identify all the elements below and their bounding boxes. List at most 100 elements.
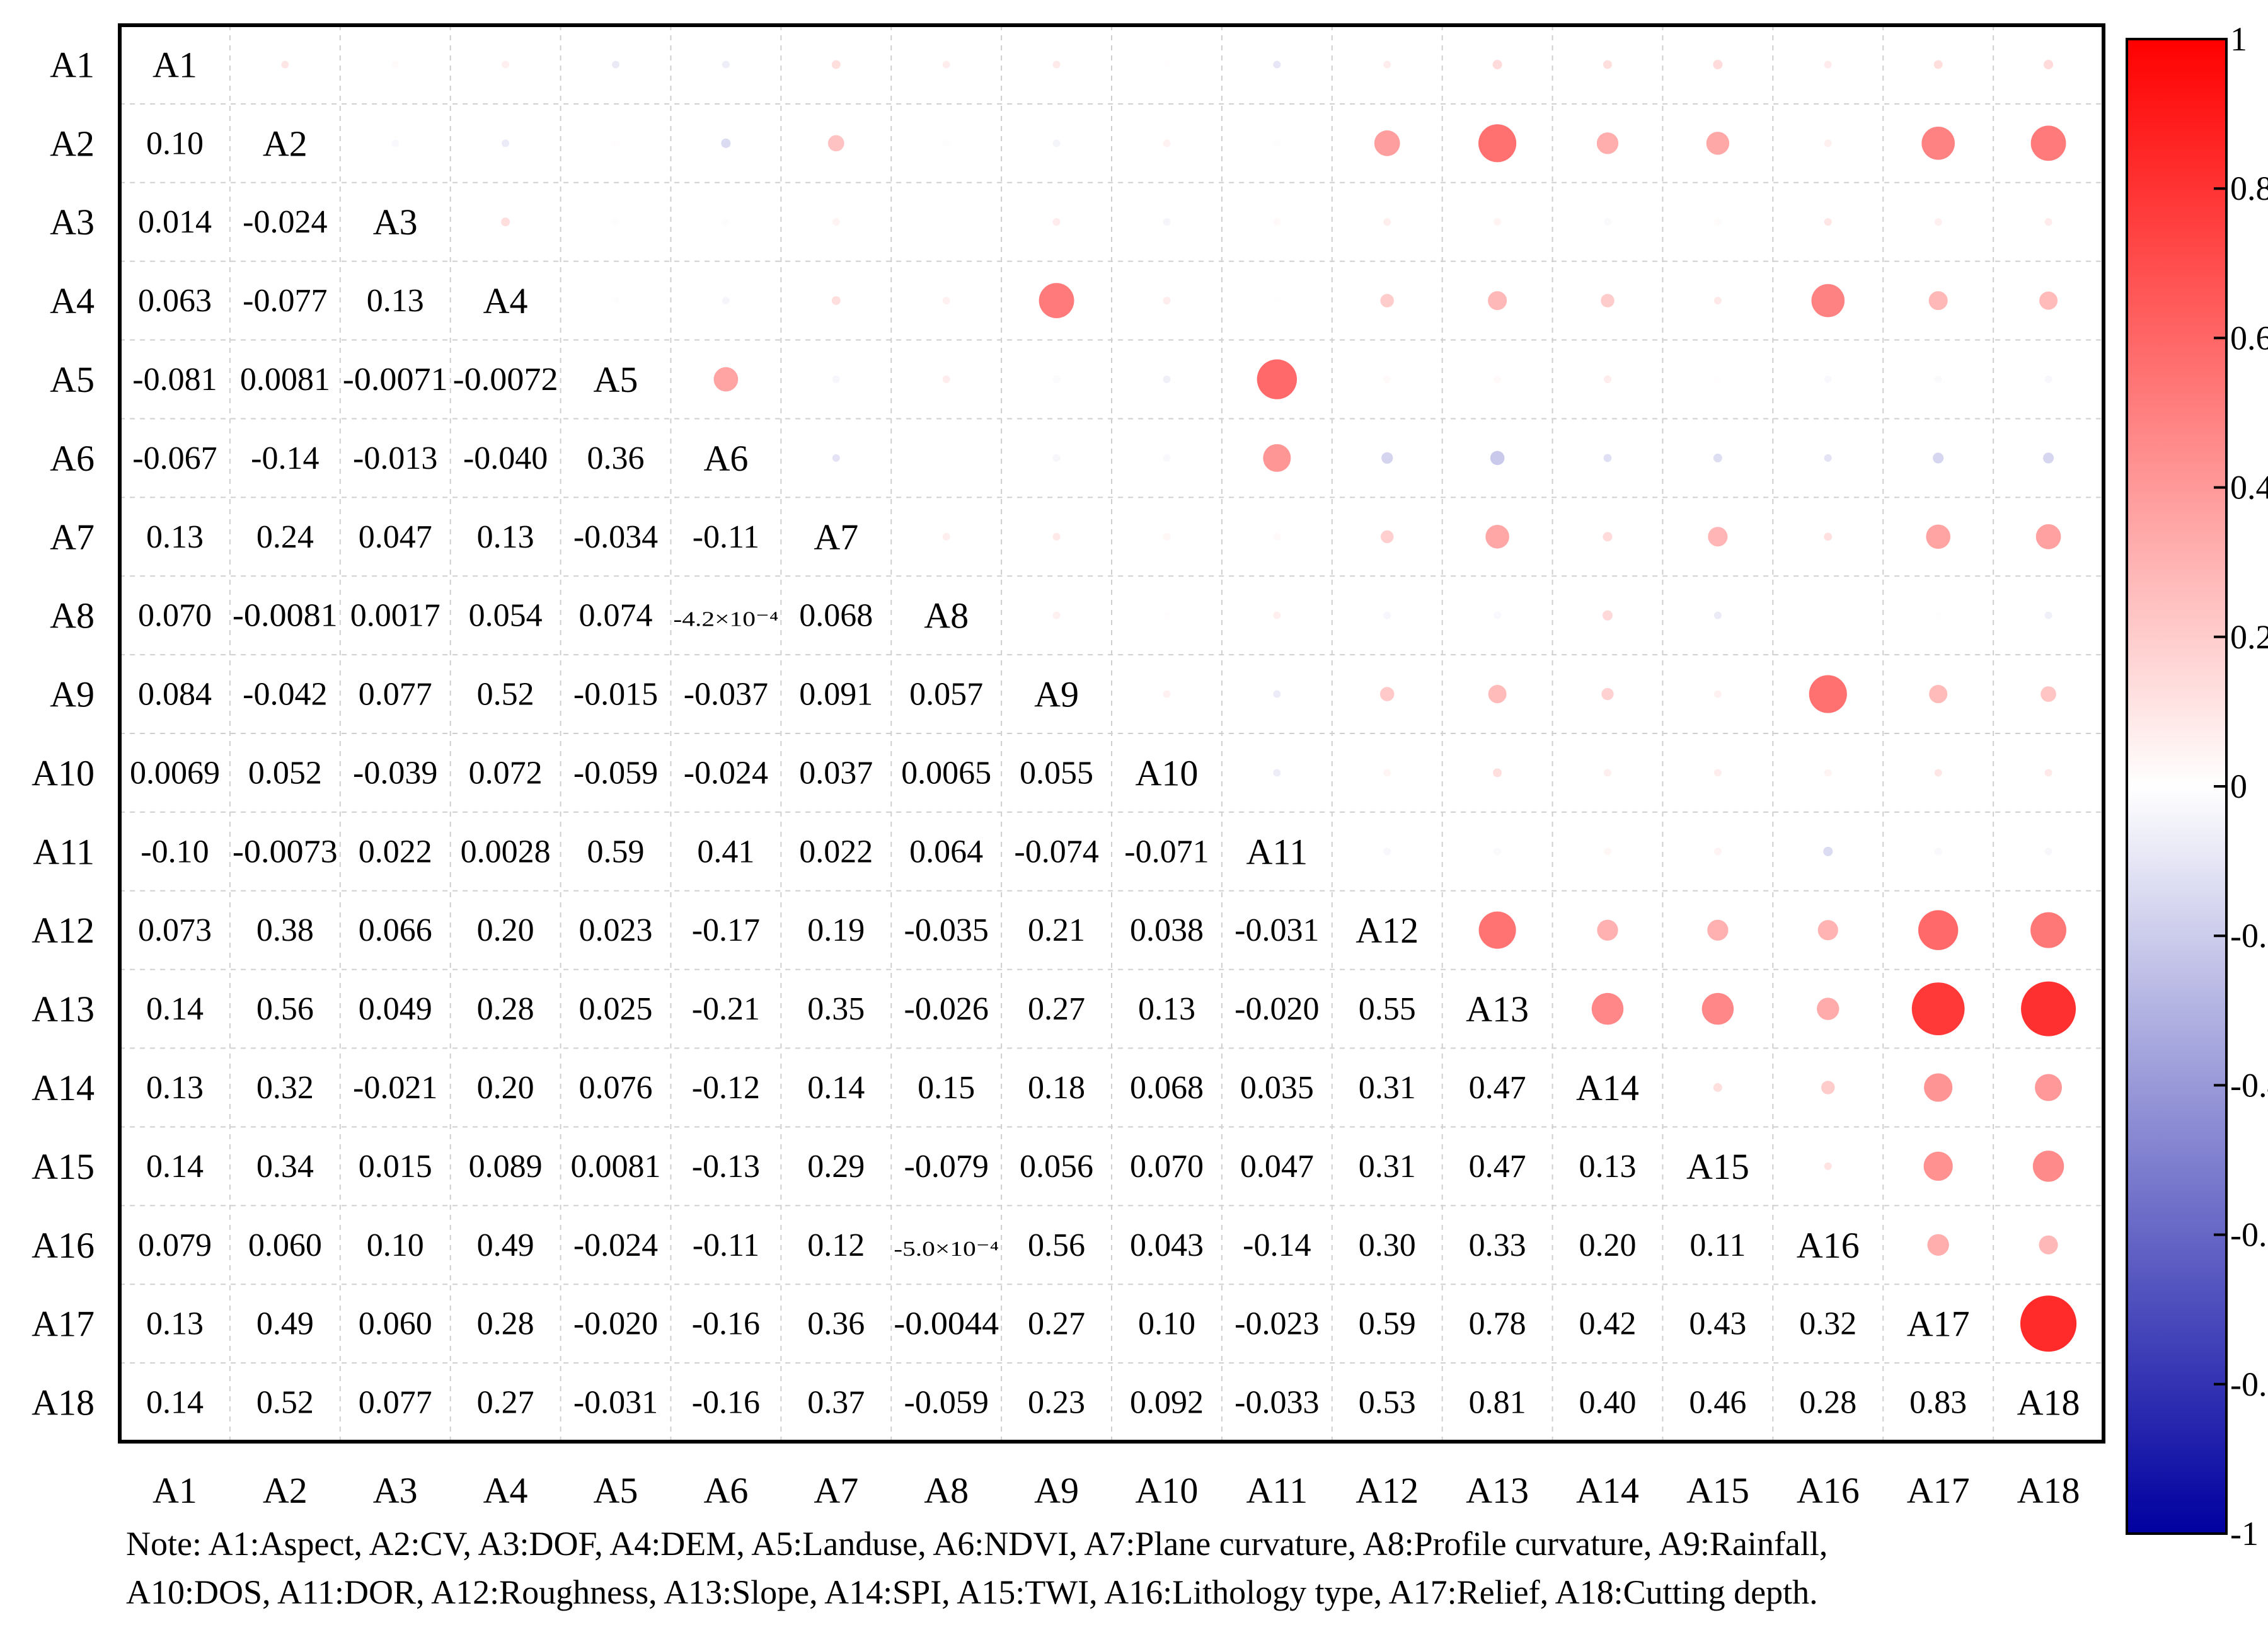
correlation-value: 0.066 [359,912,432,948]
correlation-circle [1381,530,1394,543]
correlation-circle [1934,376,1942,383]
correlation-circle [1707,919,1729,941]
correlation-value: -0.059 [573,755,658,791]
correlation-value: 0.022 [799,834,873,870]
correlation-value: 0.33 [1469,1227,1526,1263]
correlation-value: -0.14 [251,440,319,476]
colorbar: 1 0.8 0.6 0.4 0.2 0 -0.2 -0.4 -0.6 -0.8 -1 [2126,20,2268,1553]
correlation-circle [1927,1234,1949,1256]
correlation-value: -0.16 [692,1306,760,1342]
correlation-value: 0.19 [807,912,865,948]
correlation-circle [1934,847,1942,856]
correlation-value: 0.091 [799,677,873,713]
correlation-value: 0.20 [477,1070,534,1106]
correlation-value: 0.46 [1689,1385,1746,1421]
x-axis-tick-label: A7 [814,1470,858,1511]
correlation-value: 0.076 [579,1070,653,1106]
correlation-circle [1052,532,1061,541]
x-axis-tick-label: A14 [1576,1470,1639,1511]
colorbar-tick-label: -0.2 [2230,917,2268,955]
correlation-value: 0.32 [1799,1306,1856,1342]
correlation-circle [1713,769,1722,777]
correlation-value: 0.49 [477,1227,534,1263]
correlation-circle [1713,59,1723,69]
correlation-value: -0.21 [692,991,760,1027]
colorbar-tick-label: 0.2 [2230,618,2268,656]
correlation-value: -0.067 [132,440,217,476]
correlation-circle [1163,60,1171,69]
correlation-circle [1052,218,1061,226]
correlation-circle [502,60,510,69]
correlation-value: 0.49 [256,1306,314,1342]
correlation-circle [1273,532,1281,541]
correlation-value: -0.0081 [233,598,338,634]
correlation-value: -0.059 [904,1385,989,1421]
correlation-circle [281,60,289,69]
correlation-circle [2041,686,2056,702]
correlation-circle [1163,218,1171,226]
correlation-circle [1374,130,1400,156]
correlation-circle [1478,911,1516,949]
diagonal-label: A17 [1907,1304,1970,1345]
correlation-value: 0.084 [138,677,212,713]
correlation-circle [2035,1074,2063,1101]
correlation-circle [1273,297,1281,305]
correlation-circle [1485,524,1509,549]
correlation-value: 0.52 [477,677,534,713]
correlation-value: 0.59 [587,834,645,870]
x-axis-tick-label: A11 [1246,1470,1308,1511]
correlation-value: -0.023 [1235,1306,1319,1342]
y-axis-tick-label: A9 [50,674,95,715]
correlation-circle [2030,125,2066,161]
y-axis-tick-label: A7 [50,517,95,558]
correlation-circle [832,454,840,462]
correlation-circle [1934,769,1942,777]
correlation-value: 0.054 [469,598,543,634]
correlation-value: 0.015 [359,1149,432,1185]
correlation-value: -5.0×10⁻⁴ [894,1237,999,1261]
correlation-value: 0.092 [1130,1385,1204,1421]
correlation-circle [1824,376,1832,383]
correlation-value: 0.12 [807,1227,865,1263]
colorbar-tick-label: -0.4 [2230,1066,2268,1104]
correlation-circle [391,60,400,69]
correlation-circle [2044,376,2052,383]
correlation-circle [1713,1083,1722,1092]
correlation-value: 0.049 [359,991,432,1027]
correlation-circle [1602,610,1613,621]
correlation-value: 0.074 [579,598,653,634]
y-axis-tick-label: A13 [32,989,95,1030]
correlation-circle [827,135,844,152]
correlation-circle [1492,59,1502,69]
correlation-circle [1163,611,1171,619]
correlation-circle [942,532,950,541]
correlation-circle [1824,454,1832,462]
y-axis-tick-label: A12 [32,910,95,951]
diagonal-label: A10 [1135,752,1198,793]
correlation-value: 0.83 [1909,1385,1967,1421]
correlation-circle [1273,611,1281,619]
correlation-value: 0.077 [359,1385,432,1421]
correlation-circle [1263,444,1291,472]
x-axis-tick-label: A3 [373,1470,418,1511]
diagonal-label: A12 [1356,910,1419,951]
correlation-value: 0.10 [367,1227,424,1263]
correlation-value: -0.12 [692,1070,760,1106]
correlation-circle [1701,992,1734,1025]
correlation-circle [1381,452,1393,464]
correlation-circle [1809,675,1847,713]
diagonal-label: A14 [1576,1067,1639,1108]
footnote-line-2: A10:DOS, A11:DOR, A12:Roughness, A13:Slo… [126,1573,1818,1611]
correlation-circle [2039,1235,2058,1255]
correlation-circle [1604,376,1611,383]
correlation-circle [2044,847,2052,856]
correlation-value: 0.073 [138,912,212,948]
correlation-circle [1603,60,1612,69]
correlation-circle [1273,139,1281,147]
x-axis-tick-label: A16 [1797,1470,1860,1511]
correlation-value: 0.13 [477,519,534,555]
correlation-circle [1163,139,1171,147]
diagonal-label: A1 [153,44,197,85]
correlation-value: 0.037 [799,755,873,791]
correlation-circle [1601,687,1614,701]
